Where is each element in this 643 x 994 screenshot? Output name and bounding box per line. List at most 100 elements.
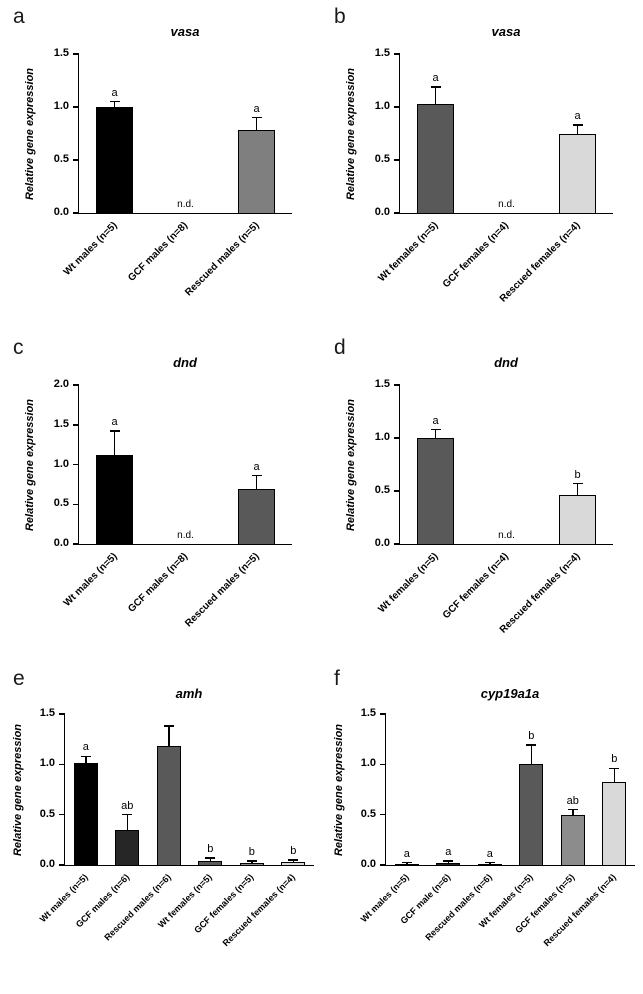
error-bar-cap xyxy=(430,86,441,88)
plot-area: 0.0 0.5 1.0 1.5 a Wt males (n=5) a GCF male (n=… xyxy=(359,707,635,948)
panel-letter-f: f xyxy=(334,667,340,690)
y-tick xyxy=(380,763,386,766)
panel-a: a vasa Relative gene expression 0.0 0.5 1.… xyxy=(0,0,321,331)
error-bar-cap xyxy=(80,755,91,758)
significance-letter: a xyxy=(253,460,260,473)
significance-letter: b xyxy=(248,845,255,858)
significance-letter: ab xyxy=(566,794,579,807)
error-bar-line xyxy=(292,859,294,862)
x-tick-label: Rescued females (n=4) xyxy=(221,872,298,949)
error-bar-line xyxy=(255,117,258,131)
error-bar-line xyxy=(113,101,116,107)
bar xyxy=(239,863,264,865)
y-tick xyxy=(394,53,400,55)
significance-letter: ab xyxy=(121,799,134,812)
y-axis-label: Relative gene expression xyxy=(24,67,36,201)
bar xyxy=(238,130,275,213)
y-tick-label: 0.5 xyxy=(374,153,390,165)
y-tick xyxy=(73,53,79,55)
plot-area: 0.0 0.5 1.0 1.5 a Wt females (n=5) n.d. GCF fem… xyxy=(375,47,613,305)
error-bar-line xyxy=(530,745,532,765)
y-tick-label: 1.5 xyxy=(360,707,376,719)
significance-letter: b xyxy=(207,842,214,855)
x-tick-label: GCF males (n=8) xyxy=(126,220,191,284)
significance-letter: b xyxy=(611,753,618,766)
bar xyxy=(394,863,419,865)
y-tick xyxy=(73,424,79,426)
bar xyxy=(477,863,502,865)
y-tick-label: 0.0 xyxy=(374,537,390,549)
bar xyxy=(281,861,306,865)
error-bar-cap xyxy=(251,474,262,477)
y-tick xyxy=(73,212,79,214)
significance-letter: a xyxy=(432,71,439,84)
bar xyxy=(238,489,275,544)
panel-letter-b: b xyxy=(334,5,346,28)
panel-d: d dnd Relative gene expression 0.0 0.5 1.0… xyxy=(321,331,643,662)
bar xyxy=(96,454,133,544)
nd-label: n.d. xyxy=(177,530,194,541)
significance-letter: a xyxy=(403,847,410,860)
y-tick xyxy=(380,864,386,866)
chart-title-amh: amh xyxy=(175,686,203,701)
significance-letter: a xyxy=(486,847,493,860)
y-axis-label: Relative gene expression xyxy=(333,723,345,857)
error-bar-line xyxy=(168,726,170,747)
y-tick-label: 1.5 xyxy=(53,47,69,59)
error-bar-line xyxy=(209,857,211,861)
significance-letter: a xyxy=(253,102,260,115)
y-tick xyxy=(394,106,400,108)
chart-title-dnd-females: dnd xyxy=(494,355,518,370)
y-tick xyxy=(59,864,65,866)
y-tick xyxy=(394,490,400,492)
significance-letter: a xyxy=(111,86,118,99)
panel-f: f cyp19a1a Relative gene expression 0.0 0… xyxy=(321,662,643,994)
error-bar-cap xyxy=(246,860,257,862)
y-tick-label: 2.0 xyxy=(53,378,69,390)
error-bar-cap xyxy=(205,857,216,859)
error-bar-cap xyxy=(401,861,412,864)
nd-label: n.d. xyxy=(177,199,194,210)
x-tick-label: GCF females (n=4) xyxy=(441,220,512,291)
error-bar-cap xyxy=(109,430,120,432)
y-tick-label: 0.5 xyxy=(360,807,376,820)
y-tick-label: 0.0 xyxy=(53,537,69,549)
significance-letter: a xyxy=(82,741,89,754)
panel-letter-d: d xyxy=(334,336,346,359)
x-tick-label: Wt females (n=5) xyxy=(376,551,441,616)
y-tick-label: 1.0 xyxy=(374,431,390,443)
error-bar-line xyxy=(85,756,87,764)
error-bar-line xyxy=(572,809,574,815)
significance-letter: a xyxy=(445,845,452,858)
error-bar-cap xyxy=(288,859,299,861)
bar xyxy=(417,103,454,213)
x-tick-label: GCF females (n=4) xyxy=(441,551,512,622)
y-tick xyxy=(73,463,79,466)
y-tick-label: 0.0 xyxy=(53,206,69,218)
y-tick xyxy=(73,106,79,108)
error-bar-cap xyxy=(251,116,262,119)
bar xyxy=(96,107,133,213)
error-bar-line xyxy=(434,86,437,104)
y-tick xyxy=(394,159,400,161)
y-tick-label: 0.0 xyxy=(39,858,55,870)
x-tick-label: Wt males (n=5) xyxy=(61,551,120,609)
error-bar-line xyxy=(255,475,258,490)
y-axis-label: Relative gene expression xyxy=(345,67,357,201)
chart-title-vasa-females: vasa xyxy=(491,24,521,39)
error-bar-cap xyxy=(572,124,583,126)
y-tick xyxy=(73,543,79,545)
y-tick xyxy=(394,384,400,386)
error-bar-cap xyxy=(109,100,120,103)
y-tick xyxy=(394,437,400,439)
y-tick-label: 1.0 xyxy=(360,757,376,770)
y-tick-label: 1.0 xyxy=(53,100,69,112)
y-tick xyxy=(380,813,386,816)
panel-b: b vasa Relative gene expression 0.0 0.5 1.… xyxy=(321,0,643,331)
panel-e: e amh Relative gene expression 0.0 0.5 1.0… xyxy=(0,662,321,994)
x-tick-label: GCF males (n=8) xyxy=(126,551,191,615)
plot-area: 0.0 0.5 1.0 1.5 2.0 a Wt males (n=5) n.d. GCF ma… xyxy=(54,378,292,629)
y-tick xyxy=(73,159,79,161)
panel-letter-a: a xyxy=(13,5,25,28)
y-tick-label: 0.5 xyxy=(53,497,69,510)
